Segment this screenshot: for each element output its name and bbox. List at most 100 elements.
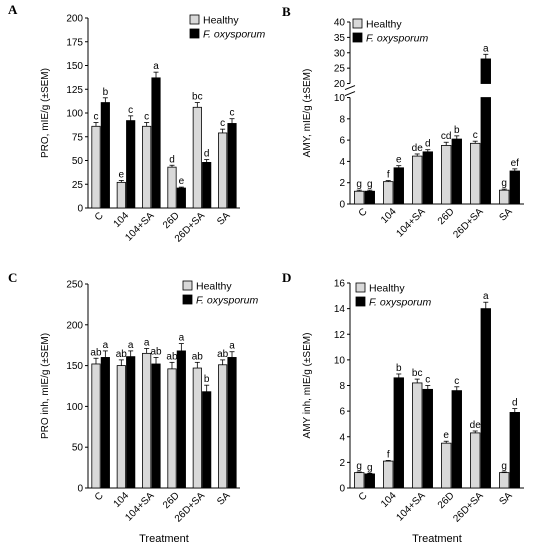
legend-swatch-healthy (182, 280, 193, 291)
significance-letter: f (387, 449, 390, 460)
y-axis-label: PRO inh, mIE/g (±SEM) (40, 333, 51, 439)
legend: Healthy F. oxysporum (355, 282, 431, 309)
legend-swatch-healthy (355, 282, 366, 293)
y-tick-label: 14 (334, 304, 346, 315)
bar (100, 102, 110, 209)
significance-letter: c (220, 118, 225, 129)
significance-letter: f (387, 170, 390, 181)
significance-letter: de (412, 143, 424, 154)
significance-letter: a (483, 291, 489, 302)
bar (167, 368, 177, 489)
x-tick-label: 104+SA (123, 210, 156, 243)
significance-letter: d (425, 139, 431, 150)
legend-label-infected: F. oxysporum (203, 29, 265, 41)
significance-letter: d (169, 154, 175, 165)
y-tick-label: 150 (66, 361, 83, 372)
bar (441, 442, 452, 489)
bar (470, 432, 481, 489)
bar (176, 187, 186, 209)
x-tick-label: C (93, 210, 106, 223)
legend-label-healthy: Healthy (203, 15, 239, 27)
significance-letter: a (153, 61, 159, 72)
bar (383, 460, 394, 489)
y-tick-label: 4 (339, 432, 345, 443)
legend-label-healthy: Healthy (366, 19, 402, 31)
bar (393, 167, 404, 205)
x-tick-label: 26D (436, 490, 457, 511)
y-axis-label: AMY, mIE/g (±SEM) (302, 69, 313, 158)
x-axis-label: Treatment (139, 533, 189, 545)
legend-swatch-infected (352, 32, 363, 43)
x-tick-label: 26D (436, 206, 457, 227)
bar (227, 123, 237, 209)
bar (364, 473, 375, 489)
x-tick-label: 104+SA (394, 206, 427, 239)
y-tick-label: 0 (77, 484, 83, 495)
significance-letter: d (204, 149, 210, 160)
bar (116, 181, 126, 209)
significance-letter: c (144, 112, 149, 123)
y-tick-label: 125 (66, 85, 83, 96)
bar (470, 142, 481, 205)
bar (499, 472, 510, 489)
bar (364, 190, 375, 205)
significance-letter: ab (166, 351, 178, 362)
y-tick-label: 250 (66, 280, 83, 291)
significance-letter: b (204, 374, 210, 385)
y-axis-label: AMY inh, mIE/g (±SEM) (302, 333, 313, 439)
bar (412, 155, 423, 205)
y-tick-label: 50 (72, 443, 84, 454)
x-tick-label: 104 (379, 490, 399, 510)
significance-letter: bc (412, 368, 423, 379)
bar (151, 363, 161, 489)
significance-letter: a (128, 340, 134, 351)
y-tick-label: 200 (66, 14, 83, 25)
bar (383, 181, 394, 205)
bar (218, 132, 228, 209)
bar (100, 357, 110, 489)
x-tick-label: SA (497, 490, 514, 507)
legend-label-infected: F. oxysporum (366, 33, 428, 45)
legend-label-infected: F. oxysporum (369, 297, 431, 309)
y-tick-label: 8 (339, 114, 345, 125)
y-tick-label: 100 (66, 109, 83, 120)
bar (354, 472, 365, 489)
significance-letter: de (470, 420, 482, 431)
significance-letter: ab (150, 346, 162, 357)
x-tick-label: C (357, 206, 370, 219)
significance-letter: bc (192, 92, 203, 103)
significance-letter: e (443, 430, 449, 441)
y-tick-label: 12 (334, 330, 346, 341)
x-tick-label: 26D+SA (451, 206, 486, 241)
y-tick-label: 35 (334, 33, 346, 44)
bar (91, 363, 101, 489)
significance-letter: b (103, 87, 109, 98)
y-tick-label: 0 (339, 200, 345, 211)
legend-label-infected: F. oxysporum (196, 295, 258, 307)
significance-letter: b (454, 125, 460, 136)
x-axis-label: Treatment (412, 533, 462, 545)
legend-swatch-infected (355, 296, 366, 307)
legend-label-healthy: Healthy (196, 281, 232, 293)
bar (422, 151, 433, 205)
y-tick-label: 4 (339, 157, 345, 168)
panel-label: C (8, 270, 17, 285)
significance-letter: c (128, 105, 133, 116)
x-tick-label: C (93, 490, 106, 503)
legend-swatch-healthy (352, 18, 363, 29)
x-tick-label: 104 (112, 210, 132, 230)
bar (167, 166, 177, 209)
bar (142, 352, 152, 489)
y-tick-label: 50 (72, 156, 84, 167)
x-tick-label: 104 (112, 490, 132, 510)
significance-letter: ab (90, 347, 102, 358)
significance-letter: c (425, 375, 430, 386)
bar (227, 357, 237, 489)
significance-letter: c (454, 376, 459, 387)
bar (509, 170, 520, 205)
legend-label-healthy: Healthy (369, 283, 405, 295)
y-tick-label: 0 (339, 484, 345, 495)
significance-letter: a (144, 337, 150, 348)
x-tick-label: 26D (161, 210, 182, 231)
